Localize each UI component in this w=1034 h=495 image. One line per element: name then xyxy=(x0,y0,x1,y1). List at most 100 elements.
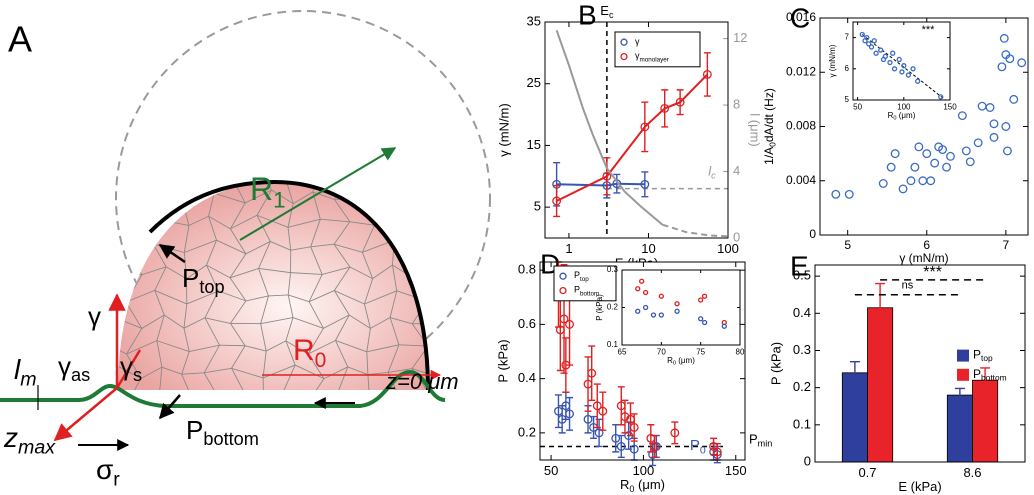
error-bar xyxy=(617,434,625,458)
y-tick-label: 15 xyxy=(527,137,541,152)
cell-cluster xyxy=(118,182,428,390)
cell-edge xyxy=(349,266,373,280)
cell-edge xyxy=(286,166,318,179)
cell-edge xyxy=(335,314,350,341)
cell-edge xyxy=(229,202,246,230)
cell-edge xyxy=(392,264,398,291)
cell-edge xyxy=(268,294,289,297)
cell-edge xyxy=(391,193,396,217)
x-tick-label: 150 xyxy=(725,463,747,478)
data-point xyxy=(640,122,650,132)
plot-frame xyxy=(814,264,1026,463)
cell-edge xyxy=(360,193,392,199)
cell-edge xyxy=(308,274,323,302)
x-tick-label: 65 xyxy=(618,347,627,356)
data-point xyxy=(594,428,604,438)
cell-edge xyxy=(126,182,141,193)
cell-edge xyxy=(294,364,325,380)
x-tick-label: 1 xyxy=(565,241,572,256)
error-bar xyxy=(875,282,886,333)
cell-edge xyxy=(231,368,244,390)
cell-edge xyxy=(165,266,187,280)
cell-edge xyxy=(270,241,291,251)
error-bar xyxy=(553,184,561,218)
data-point xyxy=(973,138,983,148)
plot-area xyxy=(622,270,740,345)
data-point xyxy=(583,414,593,424)
x-tick-label: 10 xyxy=(641,241,655,256)
cell-edge xyxy=(125,246,143,275)
cell-edge xyxy=(391,182,398,194)
data-point xyxy=(985,103,995,112)
gamma-as-arrow xyxy=(53,387,118,442)
data-point xyxy=(635,286,641,292)
label-part: l xyxy=(14,354,21,385)
data-point xyxy=(957,111,967,121)
cell-edge xyxy=(229,253,247,279)
data-point xyxy=(629,444,639,454)
error-bar xyxy=(590,415,598,440)
data-point xyxy=(658,312,664,318)
y-tick-label: 7 xyxy=(845,33,850,42)
bar xyxy=(972,379,999,463)
cell-edge xyxy=(230,214,258,230)
x-tick-label: 80 xyxy=(736,347,745,356)
cell-edge xyxy=(413,267,428,279)
error-bar xyxy=(588,345,596,402)
cell-edge xyxy=(394,239,427,255)
data-point xyxy=(1001,122,1011,131)
cell-edge xyxy=(181,351,190,375)
cell-edge xyxy=(363,278,374,305)
data-point xyxy=(899,69,905,75)
zmax-label: zmax xyxy=(3,422,56,458)
legend-label: Ptop xyxy=(973,348,993,364)
legend-swatch xyxy=(957,349,969,362)
cell-edge xyxy=(154,290,165,316)
data-point xyxy=(878,47,884,53)
data-point xyxy=(844,189,854,199)
label-part: 1/A xyxy=(762,147,776,165)
data-point xyxy=(887,59,893,66)
cell-edge xyxy=(310,243,335,248)
cell-edge xyxy=(417,166,439,176)
cell-edge xyxy=(427,295,428,302)
cell-edge xyxy=(285,340,296,366)
cell-edge xyxy=(141,266,167,276)
label-part: σ xyxy=(96,454,113,485)
error-bar xyxy=(626,402,634,437)
label-subscript: top xyxy=(981,353,993,363)
x-tick-label: 70 xyxy=(657,347,666,356)
cell-edge xyxy=(159,394,191,396)
data-point xyxy=(938,145,948,155)
error-bar xyxy=(703,52,711,97)
cell-edge xyxy=(156,340,163,368)
error-bar xyxy=(554,394,562,429)
cell-edge xyxy=(322,266,351,275)
data-point xyxy=(898,184,908,194)
y-tick-label: 6 xyxy=(845,64,850,73)
cell-edge xyxy=(285,340,309,355)
data-point xyxy=(658,293,664,299)
cell-edge xyxy=(283,364,296,390)
cell-edge xyxy=(265,340,287,352)
cell-edge xyxy=(271,189,294,204)
cell-edge xyxy=(333,243,351,268)
data-point xyxy=(721,323,727,329)
cell-edge xyxy=(387,400,401,427)
panel-letter: C xyxy=(790,2,810,33)
data-point xyxy=(930,158,940,168)
cell-edge xyxy=(320,218,350,223)
data-point xyxy=(616,441,626,451)
cell-edge xyxy=(367,372,389,375)
cell-edge xyxy=(255,182,272,191)
cell-edge xyxy=(323,314,350,329)
y-tick-label: 0 xyxy=(804,453,811,468)
error-bar xyxy=(849,360,860,385)
cell-edge xyxy=(183,225,190,253)
cell-edge xyxy=(118,219,142,228)
plot-frame xyxy=(539,261,746,461)
data-point xyxy=(882,53,888,59)
y2-tick-label: 8 xyxy=(733,97,740,112)
x-tick-label: 150 xyxy=(943,102,957,111)
data-point xyxy=(859,31,865,38)
